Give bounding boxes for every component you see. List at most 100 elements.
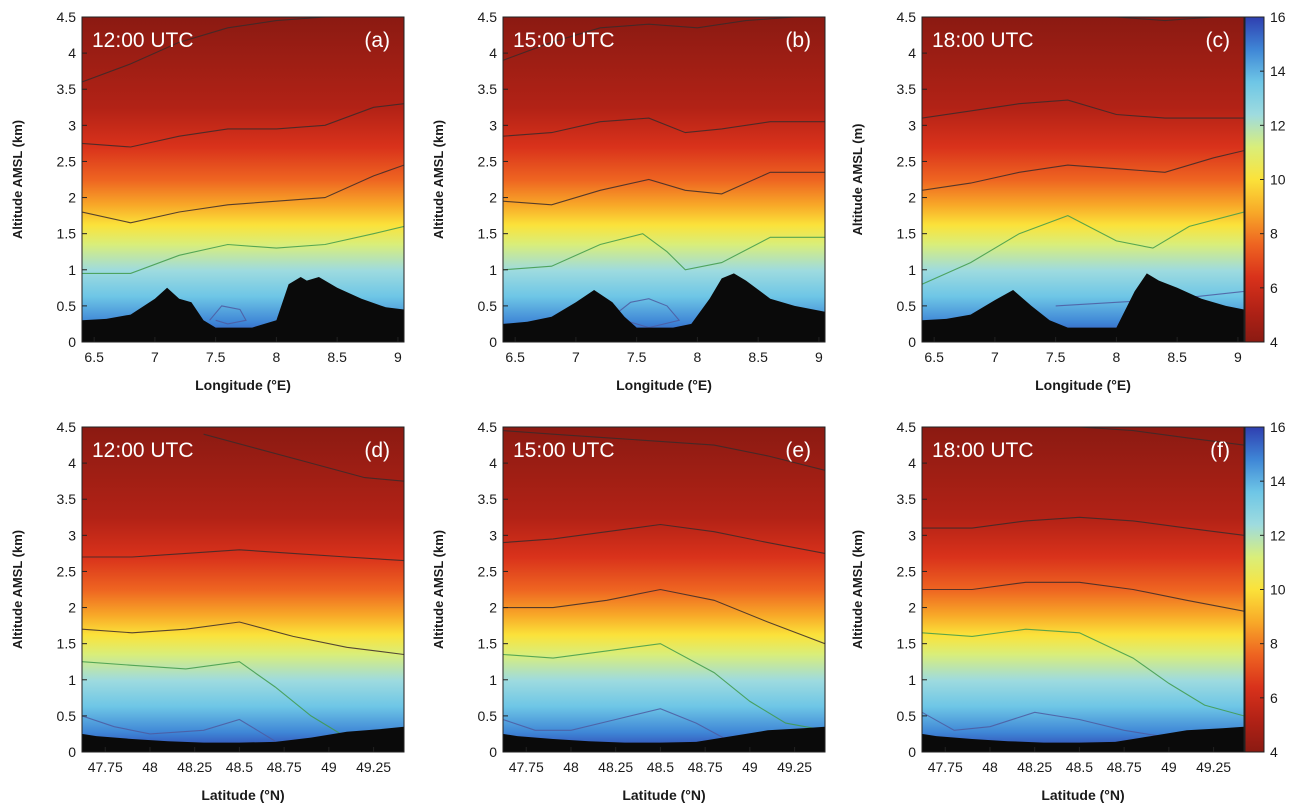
colorbar-tick-label: 4 — [1270, 744, 1278, 760]
y-tick-label: 4.5 — [57, 419, 77, 435]
colorbar-tick-label: 6 — [1270, 280, 1278, 296]
contour-line — [922, 99, 1244, 119]
y-tick-label: 4 — [908, 45, 916, 61]
y-tick-label: 3 — [68, 527, 76, 543]
x-tick-label: 49 — [321, 759, 337, 775]
contour-line — [82, 661, 348, 739]
plot-frame — [921, 16, 1245, 343]
contour-line — [82, 225, 404, 274]
colorbar-tick-label: 14 — [1270, 473, 1286, 489]
y-tick-label: 3.5 — [57, 491, 77, 507]
colorbar-tick-label: 12 — [1270, 117, 1286, 133]
contour-line — [209, 305, 247, 325]
panel-label: (b) — [785, 29, 811, 52]
y-tick-label: 1.5 — [57, 636, 77, 652]
x-tick-label: 9 — [815, 349, 823, 365]
x-tick-label: 47.75 — [928, 759, 963, 775]
x-tick-label: 49.25 — [356, 759, 391, 775]
panel-c: 0 0.5 1 1.5 2 2.5 3 3.5 4 4.5 6.5 7 7.5 8 8.5 9 Longitud… — [850, 9, 1245, 393]
y-tick-label: 2.5 — [57, 563, 77, 579]
y-tick-label: 0 — [68, 334, 76, 350]
y-tick-label: 4.5 — [478, 419, 498, 435]
y-tick-label: 2 — [489, 190, 497, 206]
y-axis-label: Altitude AMSL (km) — [850, 530, 865, 649]
x-tick-label: 48.25 — [177, 759, 212, 775]
x-tick-label: 7.5 — [627, 349, 647, 365]
panel-label: (e) — [785, 439, 811, 462]
x-tick-label: 7 — [991, 349, 999, 365]
y-tick-label: 2.5 — [897, 563, 917, 579]
y-tick-label: 1 — [908, 262, 916, 278]
x-tick-label: 8 — [1113, 349, 1121, 365]
y-tick-label: 3 — [908, 117, 916, 133]
y-tick-label: 0 — [908, 334, 916, 350]
x-tick-label: 49.25 — [1196, 759, 1231, 775]
x-tick-label: 47.75 — [509, 759, 544, 775]
contour-line — [82, 17, 404, 83]
x-tick-label: 7.5 — [206, 349, 226, 365]
time-label: 15:00 UTC — [513, 439, 615, 462]
plot-frame — [921, 426, 1245, 753]
y-tick-label: 1.5 — [57, 226, 77, 242]
x-axis-label: Longitude (°E) — [1035, 377, 1131, 393]
terrain-silhouette — [503, 726, 825, 752]
contour-line — [922, 150, 1244, 191]
contour-lines — [922, 427, 1244, 739]
x-tick-label: 8 — [694, 349, 702, 365]
plot-frame — [81, 426, 405, 753]
contour-lines — [503, 430, 825, 739]
x-tick-label: 48.5 — [647, 759, 674, 775]
y-tick-label: 2 — [489, 600, 497, 616]
contour-lines — [82, 433, 404, 742]
x-tick-label: 49 — [742, 759, 758, 775]
contour-line — [82, 164, 404, 224]
time-label: 15:00 UTC — [513, 29, 615, 52]
time-label: 12:00 UTC — [92, 29, 194, 52]
x-axis-label: Latitude (°N) — [201, 787, 284, 803]
y-tick-label: 1 — [908, 672, 916, 688]
terrain-silhouette — [82, 277, 404, 342]
colorbar-bottom: 4 6 8 10 12 14 16 — [1244, 419, 1286, 760]
y-tick-label: 0 — [908, 744, 916, 760]
y-tick-label: 4 — [489, 455, 497, 471]
contour-line — [503, 643, 825, 731]
colorbar-tick-label: 4 — [1270, 334, 1278, 350]
y-tick-label: 1 — [68, 262, 76, 278]
colorbar-top: 4 6 8 10 12 14 16 — [1244, 9, 1286, 350]
y-tick-label: 0 — [489, 744, 497, 760]
y-tick-label: 4 — [908, 455, 916, 471]
terrain-silhouette — [922, 273, 1244, 342]
x-tick-label: 47.75 — [88, 759, 123, 775]
y-tick-label: 3 — [489, 527, 497, 543]
y-tick-label: 1.5 — [897, 226, 917, 242]
panel-e: 0 0.5 1 1.5 2 2.5 3 3.5 4 4.5 47.75 48 48.25 48.5 48.7… — [431, 419, 826, 803]
contour-line — [503, 233, 825, 271]
y-tick-label: 0.5 — [478, 708, 498, 724]
x-tick-label: 48.5 — [1066, 759, 1093, 775]
panel-f: 0 0.5 1 1.5 2 2.5 3 3.5 4 4.5 47.75 48 48.25 48.5 48.7… — [850, 419, 1245, 803]
y-tick-label: 4.5 — [478, 9, 498, 25]
y-tick-label: 0 — [489, 334, 497, 350]
x-tick-label: 48.75 — [688, 759, 723, 775]
panel-a: 0 0.5 1 1.5 2 2.5 3 3.5 4 4.5 6.5 7 7.5 8 8.5 9 Longitud… — [10, 9, 405, 393]
heatmap-field — [503, 17, 825, 342]
y-tick-label: 2 — [68, 190, 76, 206]
colorbar-tick-label: 16 — [1270, 419, 1286, 435]
x-tick-label: 8 — [273, 349, 281, 365]
y-tick-label: 3.5 — [897, 81, 917, 97]
contour-line — [503, 708, 724, 739]
x-tick-label: 48.5 — [226, 759, 253, 775]
panel-label: (c) — [1206, 29, 1231, 52]
contour-line — [82, 621, 404, 656]
contour-line — [503, 430, 825, 471]
colorbar-tick-label: 6 — [1270, 690, 1278, 706]
y-tick-label: 2.5 — [478, 153, 498, 169]
heatmap-field — [82, 427, 404, 752]
y-tick-label: 1 — [489, 262, 497, 278]
y-tick-label: 3 — [489, 117, 497, 133]
y-tick-label: 0 — [68, 744, 76, 760]
x-axis-label: Longitude (°E) — [195, 377, 291, 393]
x-tick-label: 49.25 — [777, 759, 812, 775]
y-axis-label: Altitude AMSL (m) — [850, 124, 865, 236]
heatmap-field — [503, 427, 825, 752]
